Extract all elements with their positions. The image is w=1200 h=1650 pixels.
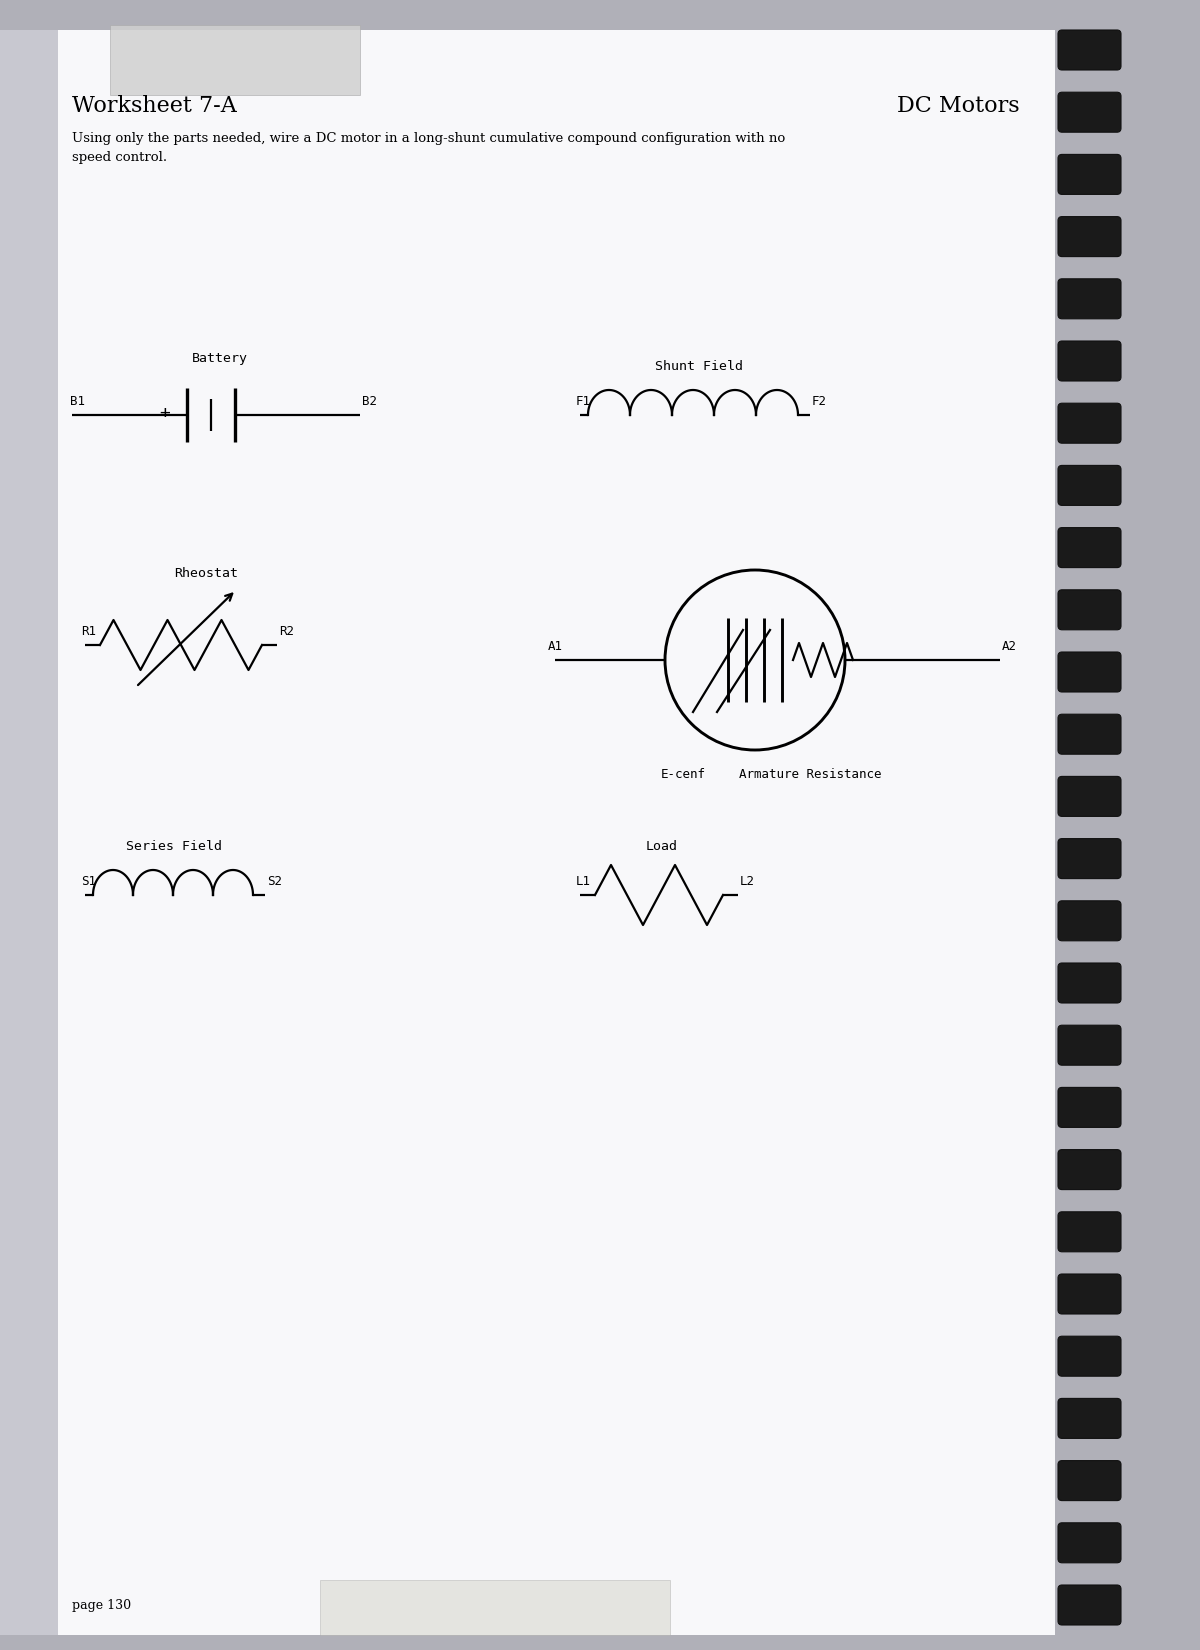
Text: Battery: Battery: [192, 351, 248, 365]
Text: Series Field: Series Field: [126, 840, 222, 853]
FancyBboxPatch shape: [1058, 465, 1121, 505]
Text: E-cenf: E-cenf: [660, 767, 706, 780]
Text: S1: S1: [82, 874, 96, 888]
FancyBboxPatch shape: [1058, 1460, 1121, 1500]
FancyBboxPatch shape: [1058, 342, 1121, 381]
FancyBboxPatch shape: [1058, 964, 1121, 1003]
Text: A2: A2: [1002, 640, 1018, 653]
FancyBboxPatch shape: [1058, 714, 1121, 754]
Text: L1: L1: [576, 874, 592, 888]
FancyBboxPatch shape: [0, 30, 58, 1635]
FancyBboxPatch shape: [1058, 1274, 1121, 1313]
FancyBboxPatch shape: [1058, 403, 1121, 444]
FancyBboxPatch shape: [1058, 1211, 1121, 1252]
Text: R2: R2: [278, 625, 294, 639]
FancyBboxPatch shape: [320, 1581, 670, 1635]
Text: A1: A1: [548, 640, 563, 653]
FancyBboxPatch shape: [1058, 1586, 1121, 1625]
Text: B2: B2: [362, 394, 377, 408]
Text: L2: L2: [740, 874, 755, 888]
FancyBboxPatch shape: [1058, 838, 1121, 878]
FancyBboxPatch shape: [110, 25, 360, 96]
Text: R1: R1: [82, 625, 96, 639]
FancyBboxPatch shape: [1058, 216, 1121, 257]
FancyBboxPatch shape: [1058, 1523, 1121, 1563]
FancyBboxPatch shape: [1058, 1025, 1121, 1066]
Text: Armature Resistance: Armature Resistance: [739, 767, 881, 780]
Text: F2: F2: [812, 394, 827, 408]
Text: Using only the parts needed, wire a DC motor in a long-shunt cumulative compound: Using only the parts needed, wire a DC m…: [72, 132, 785, 163]
Text: Rheostat: Rheostat: [174, 568, 238, 581]
Text: +: +: [160, 404, 170, 422]
Text: B1: B1: [70, 394, 85, 408]
Text: DC Motors: DC Motors: [898, 96, 1020, 117]
FancyBboxPatch shape: [1058, 155, 1121, 195]
FancyBboxPatch shape: [1058, 528, 1121, 568]
Text: S2: S2: [266, 874, 282, 888]
FancyBboxPatch shape: [1058, 901, 1121, 940]
Text: F1: F1: [576, 394, 592, 408]
FancyBboxPatch shape: [1058, 279, 1121, 318]
Text: page 130: page 130: [72, 1599, 131, 1612]
FancyBboxPatch shape: [1058, 652, 1121, 691]
FancyBboxPatch shape: [1058, 589, 1121, 630]
FancyBboxPatch shape: [55, 30, 1055, 1635]
FancyBboxPatch shape: [1058, 777, 1121, 817]
FancyBboxPatch shape: [1058, 30, 1121, 69]
Text: Worksheet 7-A: Worksheet 7-A: [72, 96, 236, 117]
FancyBboxPatch shape: [1058, 1399, 1121, 1439]
FancyBboxPatch shape: [1058, 1087, 1121, 1127]
Text: Load: Load: [646, 840, 678, 853]
FancyBboxPatch shape: [1058, 1336, 1121, 1376]
Text: Shunt Field: Shunt Field: [655, 360, 743, 373]
FancyBboxPatch shape: [1058, 92, 1121, 132]
FancyBboxPatch shape: [1058, 1150, 1121, 1190]
